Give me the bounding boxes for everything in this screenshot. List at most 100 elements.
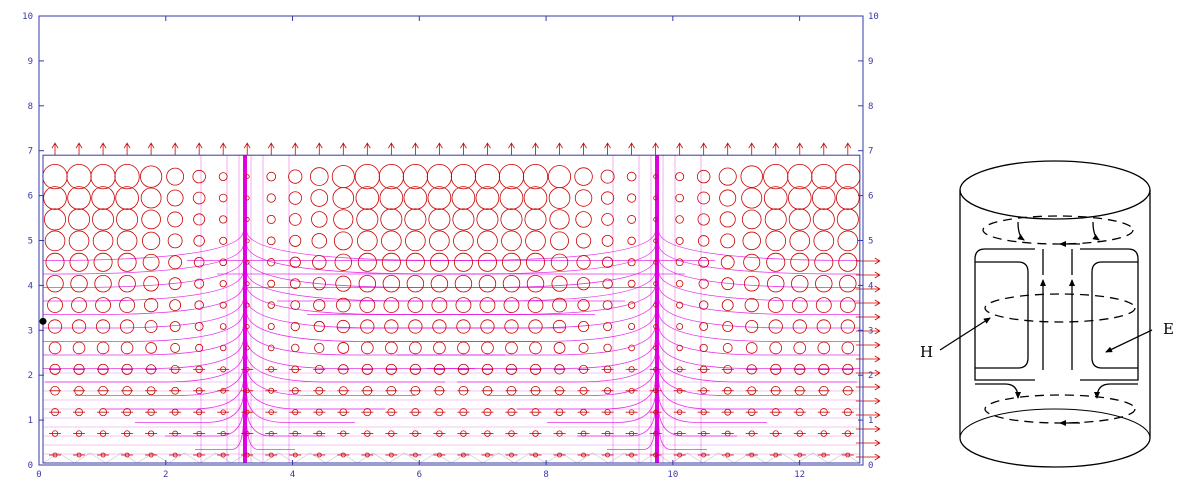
mesh-triangle [262, 452, 295, 464]
vector-circle [627, 301, 636, 309]
boundary-arrow [243, 142, 251, 156]
mesh-triangle [294, 452, 326, 464]
vector-circle [219, 280, 227, 288]
boundary-arrow [99, 142, 107, 156]
vector-circle [841, 341, 855, 355]
vector-circle [741, 209, 762, 230]
x-tick-label: 12 [794, 470, 805, 480]
vector-circle [219, 344, 227, 352]
vector-circle [91, 186, 115, 210]
flux-line [658, 155, 860, 288]
y-tick-label: 2 [28, 371, 33, 381]
vector-circle [291, 343, 300, 353]
vector-circle [333, 209, 354, 230]
mesh-triangle [576, 452, 609, 464]
vector-circle [577, 298, 590, 312]
vector-circle [71, 319, 87, 334]
vector-circle [790, 252, 810, 272]
mesh-triangle [828, 452, 861, 464]
vector-circle [722, 343, 733, 353]
mesh-triangle [137, 452, 169, 464]
vector-circle [142, 231, 161, 250]
boundary-arrow [724, 142, 732, 156]
vector-circle [311, 211, 328, 228]
label-e: E [1163, 320, 1174, 338]
flux-line [658, 155, 860, 302]
vector-circle [69, 252, 89, 272]
e-curl-bottom-right [1094, 383, 1138, 399]
vector-circle [432, 319, 447, 334]
vector-circle [93, 252, 113, 272]
source-lines [243, 155, 659, 463]
vector-circle [477, 230, 498, 252]
boundary-arrow [532, 142, 539, 156]
vector-circle [499, 186, 524, 210]
vector-circle [475, 186, 500, 210]
y-tick-label: 7 [28, 147, 33, 157]
mesh-triangle [168, 452, 201, 464]
vector-circle [426, 164, 453, 190]
vector-circle [675, 215, 684, 224]
label-h: H [920, 343, 933, 361]
vector-circle [453, 230, 474, 252]
vector-circle [522, 164, 549, 190]
y-tick-label: 5 [28, 237, 33, 247]
x-tick-label: 4 [290, 470, 295, 480]
vector-circle [628, 344, 635, 352]
vector-circle [427, 186, 452, 210]
vector-circle [70, 274, 88, 293]
y-tick-label: 7 [868, 147, 873, 157]
vector-circle [627, 236, 636, 246]
vector-circle [67, 186, 91, 210]
vector-circle [718, 167, 737, 186]
vector-circle [266, 236, 276, 246]
vector-circle [792, 319, 807, 334]
vector-circle [118, 274, 136, 293]
boundary-arrow [75, 142, 83, 156]
vector-circle [358, 274, 377, 293]
vector-circle [385, 341, 398, 355]
y-tick-label: 0 [868, 461, 873, 471]
vector-circle [336, 297, 351, 313]
boundary-arrow [195, 142, 203, 156]
x-ticks: 0 2 4 6 8 10 12 [36, 16, 805, 480]
vector-circle [430, 274, 449, 293]
x-tick-label: 2 [163, 470, 168, 480]
vector-circle [384, 319, 399, 334]
vector-circle [267, 323, 275, 331]
vector-circle [266, 171, 277, 182]
vector-circle [501, 230, 522, 252]
vector-circle [44, 230, 66, 252]
vector-circle [380, 208, 403, 231]
vector-circle [578, 321, 590, 333]
vector-circle [337, 342, 350, 354]
flux-line [607, 155, 656, 450]
flux-line [658, 155, 860, 356]
vector-circle [45, 252, 65, 272]
vector-circle [501, 252, 521, 272]
vector-circle [474, 164, 501, 190]
boundary-arrow [556, 142, 563, 156]
vector-circle [653, 259, 659, 265]
e-line-left-inner [975, 261, 1029, 369]
vector-circle [653, 217, 659, 222]
flux-line [658, 155, 707, 450]
vector-circle [527, 297, 544, 313]
vector-circle [601, 256, 614, 268]
flux-line [75, 155, 244, 396]
vector-circle [219, 215, 228, 224]
vector-circle [578, 342, 589, 353]
vector-circle [765, 230, 787, 252]
vector-circle [789, 230, 811, 252]
y-tick-label: 8 [28, 102, 33, 112]
vector-circle [816, 319, 831, 334]
vector-circle [194, 322, 204, 331]
vector-circle [526, 252, 546, 272]
vector-circle [312, 255, 327, 270]
flux-line [217, 155, 656, 275]
vector-circle [120, 341, 134, 355]
vector-circle [310, 189, 329, 207]
vector-circle [44, 208, 67, 231]
